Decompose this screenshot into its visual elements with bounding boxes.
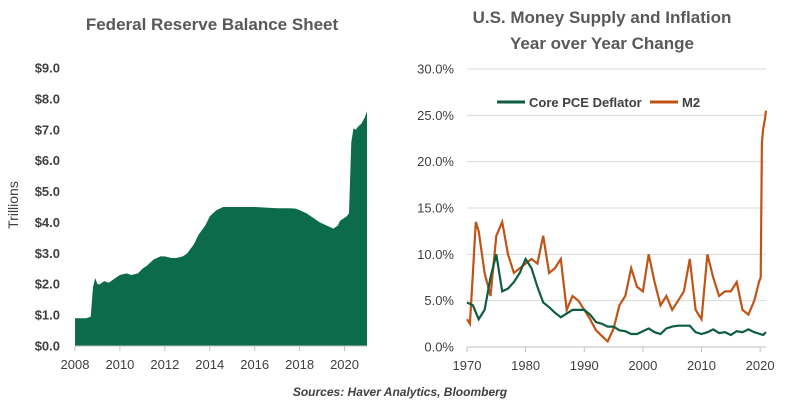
fed-y-tick-label: $8.0 — [35, 91, 60, 106]
money-y-tick-label: 15.0% — [417, 201, 454, 216]
m2-line — [466, 110, 768, 344]
fed-x-tick-label: 2020 — [330, 357, 359, 372]
legend-core-pce-label: Core PCE Deflator — [529, 95, 642, 110]
money-y-tick-label: 0.0% — [424, 340, 454, 355]
money-y-tick-label: 20.0% — [417, 154, 454, 169]
fed-y-tick-label: $3.0 — [35, 246, 60, 261]
fed-y-tick-label: $1.0 — [35, 308, 60, 323]
fed-balance-area — [75, 111, 367, 346]
money-x-tick-label: 1970 — [453, 358, 482, 373]
money-y-tick-label: 30.0% — [417, 62, 454, 77]
fed-y-tick-label: $5.0 — [35, 184, 60, 199]
fed-y-tick-label: $4.0 — [35, 215, 60, 230]
money-supply-inflation-chart: U.S. Money Supply and Inflation Year ove… — [417, 8, 774, 373]
fed-x-tick-label: 2010 — [105, 357, 134, 372]
money-x-tick-label: 2020 — [746, 358, 775, 373]
money-chart-subtitle: Year over Year Change — [510, 34, 694, 53]
fed-y-tick-label: $0.0 — [35, 339, 60, 354]
legend-m2-label: M2 — [682, 95, 700, 110]
core-pce-line — [466, 254, 767, 337]
money-x-tick-label: 2010 — [687, 358, 716, 373]
money-y-tick-label: 25.0% — [417, 108, 454, 123]
fed-x-tick-label: 2014 — [195, 357, 224, 372]
money-chart-title: U.S. Money Supply and Inflation — [473, 8, 732, 27]
source-note: Sources: Haver Analytics, Bloomberg — [293, 385, 508, 399]
money-y-tick-label: 5.0% — [424, 293, 454, 308]
money-y-tick-label: 10.0% — [417, 247, 454, 262]
fed-x-tick-label: 2016 — [240, 357, 269, 372]
fed-x-tick-label: 2012 — [150, 357, 179, 372]
fed-y-tick-label: $2.0 — [35, 277, 60, 292]
fed-x-tick-label: 2008 — [61, 357, 90, 372]
fed-y-tick-label: $6.0 — [35, 153, 60, 168]
money-x-tick-label: 2000 — [628, 358, 657, 373]
fed-y-axis-label: Trillions — [5, 181, 21, 229]
fed-y-tick-label: $7.0 — [35, 122, 60, 137]
money-x-tick-label: 1980 — [511, 358, 540, 373]
fed-x-tick-label: 2018 — [285, 357, 314, 372]
money-legend: Core PCE Deflator M2 — [497, 95, 700, 110]
fed-y-tick-label: $9.0 — [35, 61, 60, 76]
fed-balance-sheet-chart: Federal Reserve Balance Sheet Trillions … — [5, 15, 367, 372]
fed-chart-title: Federal Reserve Balance Sheet — [86, 15, 339, 34]
money-x-tick-label: 1990 — [570, 358, 599, 373]
